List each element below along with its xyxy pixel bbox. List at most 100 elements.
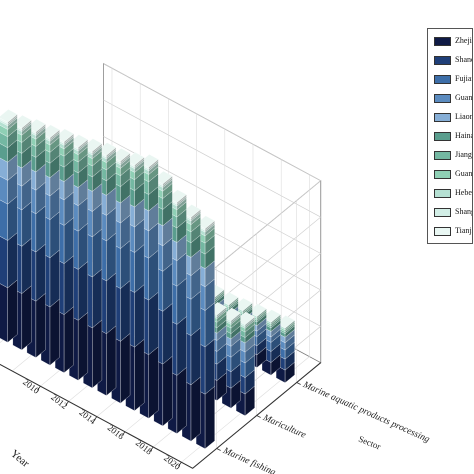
legend-item: Tianjii [434,225,472,239]
legend-item: Shandc [434,54,472,68]
bar-segment-side [204,338,215,395]
bar-segment-side [92,319,103,389]
bar-segment-side [35,292,46,358]
bar-segment-side [63,306,74,374]
bar-stack [0,109,18,343]
legend-item: Hainar [434,130,472,144]
bar-segment-side [63,255,74,315]
legend-label: Guang [455,169,473,178]
bar-segment-side [7,232,18,289]
y-tick [296,382,301,385]
x-tick [149,446,154,452]
legend-swatch [434,75,451,84]
legend-label: Tianjii [455,226,472,235]
legend-label: Fujian [455,74,472,83]
bar-segment-side [190,376,201,442]
bar-top [0,109,18,123]
bar-segment-side [120,333,131,404]
legend-label: Hebei [455,188,473,197]
bar-segment-side [49,249,60,308]
bar-segment-side [162,355,173,427]
bar-segment-side [204,385,215,450]
grid-line-z [103,99,322,323]
x-tick [37,385,41,391]
bar-segment-side [49,211,60,259]
bar-segment-side [134,338,145,412]
legend-swatch [434,227,451,236]
bar-segment-side [78,261,88,321]
legend-swatch [434,113,451,122]
bar-segment-side [134,284,145,348]
x-tick [121,431,126,437]
legend-label: Shangh [455,207,472,216]
chart-bars [0,109,295,450]
y-tick-label: Marine fishing [221,445,278,474]
legend-swatch [434,132,451,141]
x-tick [178,461,182,467]
x-axis-title: Year [8,448,31,470]
y-axis-line [192,362,321,469]
legend-item: Guang [434,168,473,182]
legend-item: Guang [434,92,473,106]
bar-segment-side [120,280,131,342]
x-axis-line [0,363,193,469]
legend-swatch [434,208,451,217]
bar-top [139,154,159,168]
legend-swatch [434,94,451,103]
legend-swatch [434,37,451,46]
bar-segment-side [162,303,173,365]
bar-segment-side [78,312,88,381]
bar-segment-side [7,279,18,343]
legend-swatch [434,151,451,160]
bar-segment-side [176,316,187,376]
bar-segment-side [106,272,117,335]
bar-segment-side [35,205,46,253]
x-tick [65,401,69,406]
legend-item: Jiangs [434,149,473,163]
legend-label: Jiangs [455,150,473,159]
bar-segment-side [190,327,201,386]
bar-segment-side [176,367,187,434]
bar-segment-side [148,291,159,356]
y-tick [256,415,261,418]
legend-item: Shangh [434,206,472,220]
bar-segment-side [92,228,103,278]
bar-segment-side [21,237,32,294]
bar-segment-side [106,325,117,396]
legend-item: Zhejia [434,35,472,49]
x-tick [93,416,98,421]
legend-label: Hainar [455,131,472,140]
bar-segment-side [176,277,187,325]
legend-swatch [434,189,451,198]
bar-segment-side [148,249,159,301]
legend-label: Guang [455,93,473,102]
bar-segment-side [49,298,60,366]
bar-segment-side [134,244,145,293]
bar-segment-front [0,283,8,343]
bar-segment-side [120,240,131,289]
legend-label: Liaoni [455,112,472,121]
bar-segment-side [92,268,103,329]
bar-segment-side [21,285,32,351]
legend-item: Fujian [434,73,472,87]
legend-item: Hebei [434,187,473,201]
y-tick [216,448,221,451]
bar-segment-side [106,232,117,282]
legend-label: Zhejia [455,36,472,45]
bar-segment-side [148,346,159,419]
legend-label: Shandc [455,55,472,64]
bar-top [219,292,239,306]
legend-swatch [434,170,451,179]
bar-top [12,115,32,129]
bar-segment-front [0,236,8,289]
y-axis-title: Sector [357,434,382,452]
bar-segment-side [35,243,46,302]
bar-segment-side [63,217,74,264]
legend-swatch [434,56,451,65]
bar-segment-front [0,199,8,241]
legend-item: Liaoni [434,111,472,125]
chart-legend: Zhejia Shandc Fujian Guang Liaoni Hainar Jiang… [427,28,473,244]
bar-segment-side [162,263,173,312]
